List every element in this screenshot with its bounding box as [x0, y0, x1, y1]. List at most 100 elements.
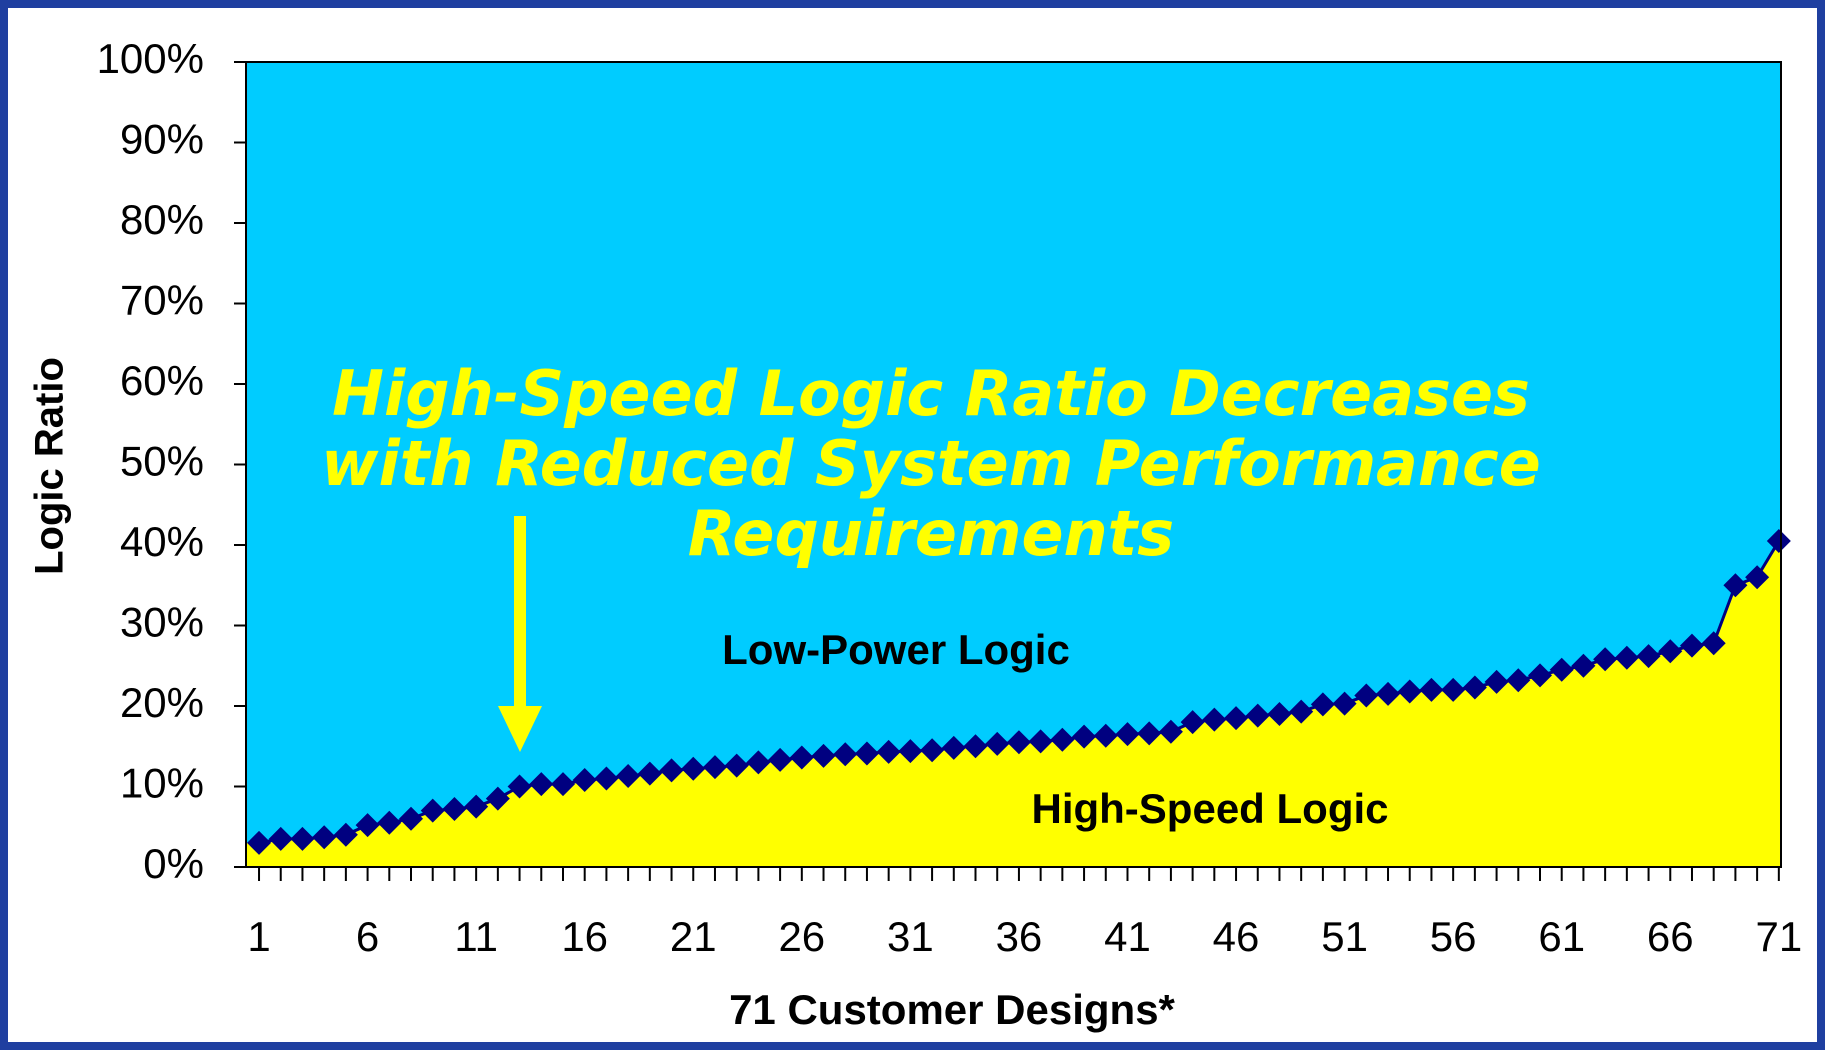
- marker: [1636, 644, 1661, 669]
- annotation: with Reduced System Performance: [321, 427, 1541, 500]
- marker: [1484, 669, 1509, 694]
- marker: [941, 735, 966, 760]
- marker: [507, 774, 532, 799]
- marker: [1354, 683, 1379, 708]
- marker: [1528, 663, 1553, 688]
- x-tick-label: 61: [1538, 913, 1585, 960]
- marker: [1158, 719, 1183, 744]
- marker: [1006, 730, 1031, 755]
- marker: [1658, 639, 1683, 664]
- marker: [1224, 706, 1249, 731]
- marker: [724, 753, 749, 778]
- marker: [1050, 727, 1075, 752]
- marker: [854, 741, 879, 766]
- marker: [1028, 729, 1053, 754]
- marker: [1441, 677, 1466, 702]
- marker: [789, 745, 814, 770]
- y-tick-label: 10%: [120, 760, 204, 807]
- x-tick-label: 46: [1213, 913, 1260, 960]
- marker: [876, 739, 901, 764]
- marker: [833, 742, 858, 767]
- marker: [1462, 675, 1487, 700]
- marker: [594, 766, 619, 791]
- y-tick-label: 80%: [120, 196, 204, 243]
- region-label: High-Speed Logic: [1032, 785, 1389, 832]
- marker: [485, 786, 510, 811]
- marker: [1571, 653, 1596, 678]
- marker: [963, 734, 988, 759]
- x-tick-label: 26: [778, 913, 825, 960]
- marker: [1701, 631, 1726, 656]
- annotation: High-Speed Logic Ratio Decreases: [332, 357, 1530, 430]
- marker: [290, 826, 315, 851]
- marker: [1549, 657, 1574, 682]
- marker: [1267, 702, 1292, 727]
- marker: [702, 755, 727, 780]
- marker: [1593, 647, 1618, 672]
- marker: [1506, 668, 1531, 693]
- marker: [768, 747, 793, 772]
- x-tick-label: 31: [887, 913, 934, 960]
- marker: [268, 826, 293, 851]
- marker: [1332, 691, 1357, 716]
- y-tick-label: 60%: [120, 357, 204, 404]
- marker: [1289, 699, 1314, 724]
- marker: [377, 810, 402, 835]
- y-tick-label: 90%: [120, 116, 204, 163]
- x-tick-label: 71: [1755, 913, 1802, 960]
- marker: [1115, 722, 1140, 747]
- marker: [1180, 710, 1205, 735]
- annotation: Requirements: [688, 497, 1174, 570]
- marker: [659, 758, 684, 783]
- y-tick-label: 30%: [120, 599, 204, 646]
- marker: [312, 825, 337, 850]
- marker: [985, 731, 1010, 756]
- marker: [1137, 721, 1162, 746]
- marker: [355, 813, 380, 838]
- marker: [420, 798, 445, 823]
- y-tick-label: 50%: [120, 438, 204, 485]
- y-tick-label: 20%: [120, 679, 204, 726]
- arrow-head: [498, 706, 542, 752]
- y-tick-label: 100%: [97, 35, 204, 82]
- x-tick-label: 1: [247, 913, 270, 960]
- marker: [550, 772, 575, 797]
- marker: [464, 794, 489, 819]
- y-tick-label: 40%: [120, 518, 204, 565]
- marker: [247, 830, 272, 855]
- marker: [1766, 528, 1791, 553]
- marker: [1397, 679, 1422, 704]
- marker: [1419, 677, 1444, 702]
- marker: [333, 822, 358, 847]
- marker: [572, 768, 597, 793]
- marker: [811, 743, 836, 768]
- marker: [1679, 633, 1704, 658]
- region-label: Low-Power Logic: [722, 626, 1070, 673]
- marker: [616, 764, 641, 789]
- marker: [920, 738, 945, 763]
- marker: [1072, 724, 1097, 749]
- x-tick-label: 36: [996, 913, 1043, 960]
- arrow-shaft: [514, 516, 526, 716]
- marker: [442, 797, 467, 822]
- marker: [1376, 681, 1401, 706]
- marker: [399, 806, 424, 831]
- x-tick-label: 21: [670, 913, 717, 960]
- marker: [1093, 723, 1118, 748]
- marker: [898, 739, 923, 764]
- marker: [1202, 707, 1227, 732]
- x-tick-label: 56: [1430, 913, 1477, 960]
- arrow: [498, 516, 542, 752]
- marker: [1745, 565, 1770, 590]
- x-tick-label: 6: [356, 913, 379, 960]
- marker: [1245, 703, 1270, 728]
- x-tick-label: 11: [454, 913, 498, 960]
- marker: [746, 750, 771, 775]
- x-tick-label: 16: [561, 913, 608, 960]
- marker: [637, 761, 662, 786]
- marker: [681, 756, 706, 781]
- marker: [1614, 645, 1639, 670]
- marker: [1310, 692, 1335, 717]
- marker: [1723, 573, 1748, 598]
